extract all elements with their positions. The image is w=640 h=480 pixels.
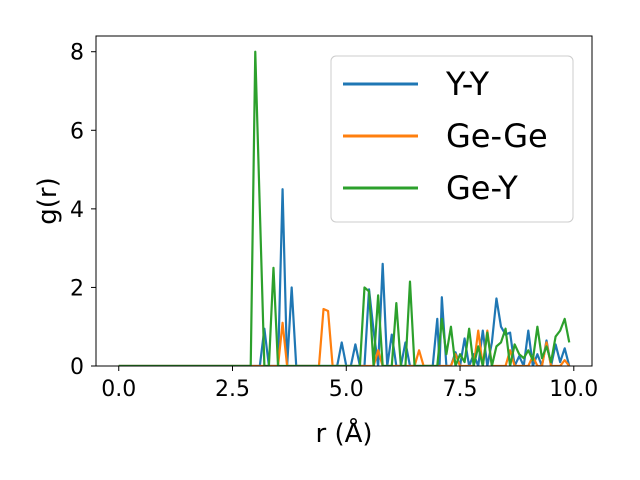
legend-label-ge-y: Ge-Y: [446, 169, 518, 207]
x-tick-label: 2.5: [215, 377, 250, 402]
plot-area: [95, 35, 593, 367]
series-layer: [118, 50, 571, 366]
y-tick-label: 8: [70, 41, 84, 66]
legend-label-y-y: Y-Y: [445, 65, 490, 103]
y-tick-label: 0: [70, 355, 84, 380]
x-tick-label: 5.0: [329, 377, 364, 402]
y-tick-label: 6: [70, 119, 84, 144]
x-tick-label: 7.5: [443, 377, 478, 402]
y-axis-label: g(r): [33, 177, 63, 224]
series-line-ge-ge: [118, 307, 571, 366]
x-tick-label: 0.0: [101, 377, 136, 402]
y-tick-label: 2: [70, 276, 84, 301]
x-axis-label: r (Å): [315, 417, 372, 449]
plot-frame: [95, 35, 593, 367]
legend-frame: [330, 55, 574, 223]
x-axis: 0.0 2.5 5.0 7.5 10.0: [101, 366, 598, 402]
y-axis: 0 2 4 6 8: [70, 41, 96, 380]
x-tick-label: 10.0: [549, 377, 598, 402]
legend-label-ge-ge: Ge-Ge: [446, 117, 548, 155]
legend: Y-Y Ge-Ge Ge-Y: [330, 55, 574, 223]
y-tick-label: 4: [70, 198, 84, 223]
series-line-ge-y: [118, 50, 571, 366]
